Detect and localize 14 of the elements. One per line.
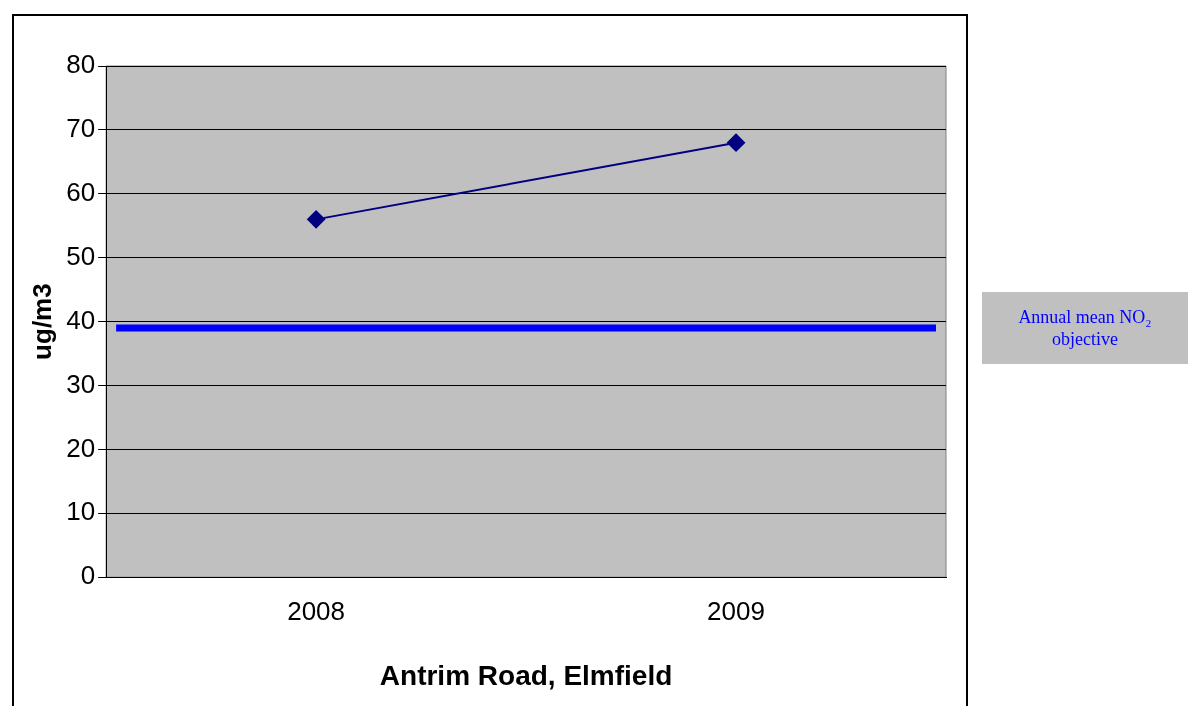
x-tick-label: 2008 — [287, 595, 346, 626]
ref-line-label: Annual mean NO₂ objective — [982, 291, 1188, 364]
y-axis-title: ug/m3 — [26, 283, 57, 360]
y-tick-label: 50 — [66, 240, 96, 271]
y-tick-label: 30 — [66, 368, 96, 399]
x-tick-label: 2009 — [707, 595, 765, 626]
y-tick-label: 80 — [66, 49, 96, 80]
y-tick-label: 0 — [80, 560, 96, 591]
x-axis-title: Antrim Road, Elmfield — [379, 659, 673, 691]
y-tick-label: 40 — [66, 304, 96, 335]
y-tick-label: 70 — [66, 113, 96, 144]
y-tick-label: 60 — [66, 176, 96, 207]
y-tick-label: 10 — [66, 496, 96, 527]
y-tick-label: 20 — [66, 432, 96, 463]
